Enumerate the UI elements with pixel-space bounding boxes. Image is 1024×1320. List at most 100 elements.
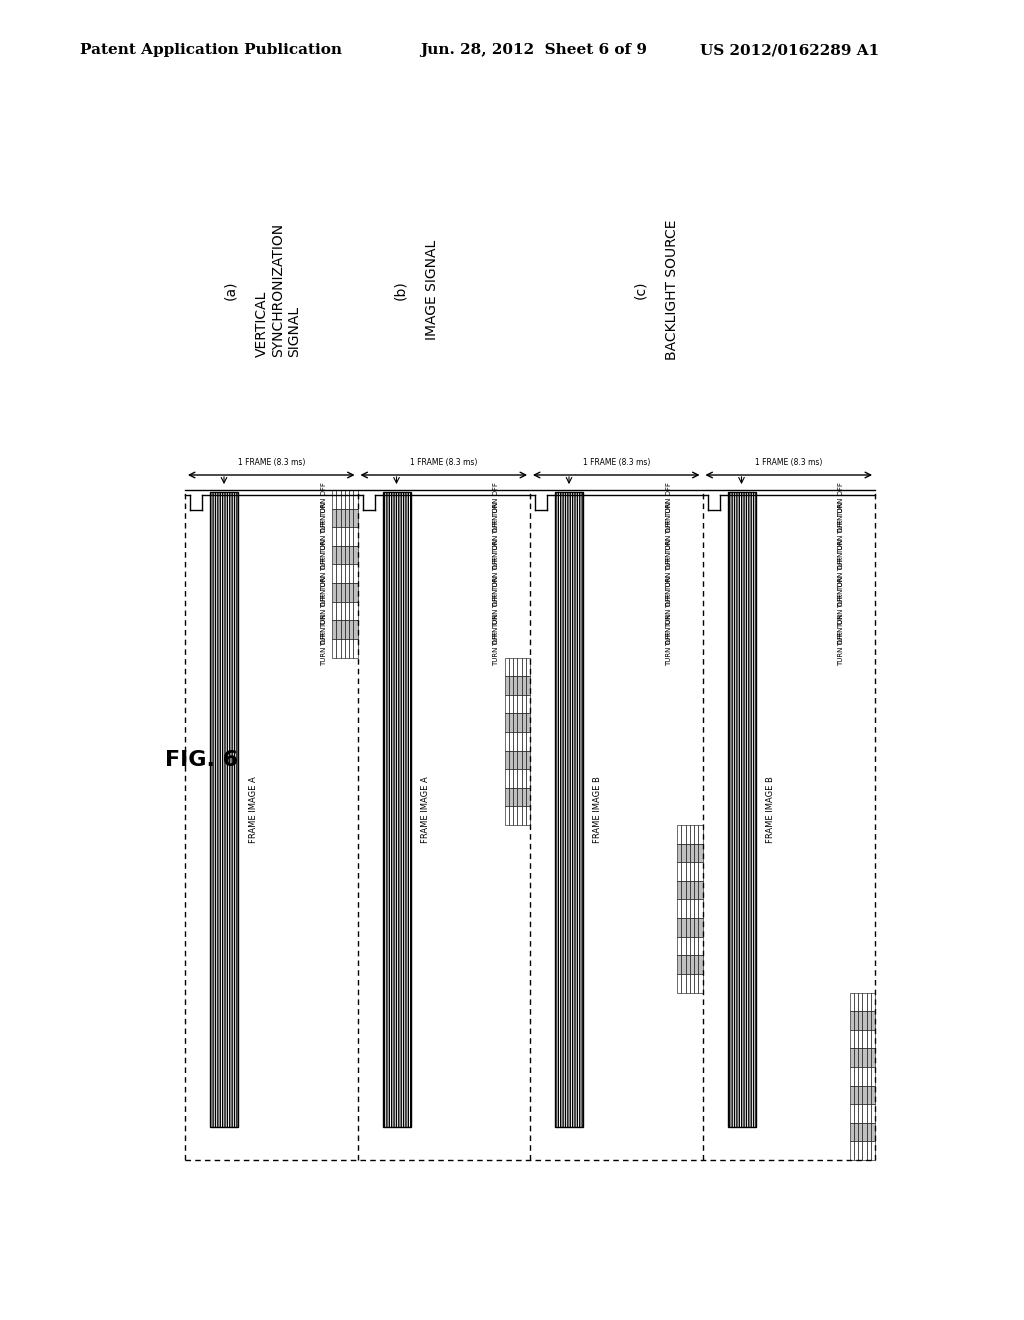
Text: TURN OFF: TURN OFF bbox=[666, 594, 672, 628]
Bar bbox=[509, 733, 513, 751]
Bar bbox=[521, 807, 525, 825]
Bar bbox=[517, 807, 521, 825]
Bar bbox=[862, 1085, 866, 1104]
Bar bbox=[513, 657, 517, 676]
Text: TURN OFF: TURN OFF bbox=[839, 556, 845, 591]
Bar bbox=[513, 713, 517, 733]
Text: TURN ON: TURN ON bbox=[839, 502, 845, 535]
Bar bbox=[870, 993, 874, 1011]
Bar bbox=[555, 492, 583, 1126]
Bar bbox=[349, 583, 353, 602]
Bar bbox=[870, 1048, 874, 1067]
Bar bbox=[694, 937, 698, 956]
Bar bbox=[694, 956, 698, 974]
Bar bbox=[505, 788, 509, 807]
Text: TURN ON: TURN ON bbox=[666, 577, 672, 609]
Bar bbox=[525, 676, 530, 694]
Bar bbox=[336, 565, 341, 583]
Bar bbox=[505, 733, 509, 751]
Text: Patent Application Publication: Patent Application Publication bbox=[80, 44, 342, 57]
Bar bbox=[681, 862, 685, 880]
Bar bbox=[685, 862, 690, 880]
Bar bbox=[858, 1123, 862, 1142]
Bar bbox=[858, 1030, 862, 1048]
Text: TURN ON: TURN ON bbox=[839, 577, 845, 609]
Bar bbox=[677, 937, 681, 956]
Bar bbox=[336, 602, 341, 620]
Text: VERTICAL
SYNCHRONIZATION
SIGNAL: VERTICAL SYNCHRONIZATION SIGNAL bbox=[255, 223, 301, 358]
Bar bbox=[509, 694, 513, 713]
Bar bbox=[513, 807, 517, 825]
Bar bbox=[681, 974, 685, 993]
Text: TURN ON: TURN ON bbox=[321, 577, 327, 609]
Text: TURN OFF: TURN OFF bbox=[666, 631, 672, 665]
Text: US 2012/0162289 A1: US 2012/0162289 A1 bbox=[700, 44, 880, 57]
Bar bbox=[353, 639, 357, 657]
Bar bbox=[332, 639, 336, 657]
Bar bbox=[353, 602, 357, 620]
Bar bbox=[341, 620, 345, 639]
Bar bbox=[862, 993, 866, 1011]
Bar bbox=[341, 565, 345, 583]
Bar bbox=[698, 880, 702, 899]
Bar bbox=[698, 917, 702, 937]
Bar bbox=[505, 713, 509, 733]
Bar bbox=[685, 974, 690, 993]
Bar bbox=[505, 676, 509, 694]
Bar bbox=[509, 770, 513, 788]
Bar bbox=[509, 751, 513, 770]
Bar bbox=[345, 490, 349, 508]
Bar bbox=[336, 639, 341, 657]
Text: TURN OFF: TURN OFF bbox=[839, 482, 845, 517]
Bar bbox=[513, 733, 517, 751]
Bar bbox=[866, 1142, 870, 1160]
Bar bbox=[690, 974, 694, 993]
Bar bbox=[858, 1104, 862, 1123]
Bar bbox=[345, 565, 349, 583]
Text: 1 FRAME (8.3 ms): 1 FRAME (8.3 ms) bbox=[238, 458, 305, 467]
Bar bbox=[862, 1104, 866, 1123]
Bar bbox=[850, 1011, 854, 1030]
Bar bbox=[513, 676, 517, 694]
Text: FRAME IMAGE A: FRAME IMAGE A bbox=[421, 776, 430, 842]
Text: FRAME IMAGE A: FRAME IMAGE A bbox=[249, 776, 257, 842]
Bar bbox=[870, 1123, 874, 1142]
Bar bbox=[345, 639, 349, 657]
Bar bbox=[509, 788, 513, 807]
Bar bbox=[677, 880, 681, 899]
Bar bbox=[677, 899, 681, 917]
Bar bbox=[858, 1142, 862, 1160]
Bar bbox=[677, 862, 681, 880]
Text: TURN ON: TURN ON bbox=[839, 614, 845, 645]
Bar bbox=[505, 751, 509, 770]
Bar bbox=[517, 770, 521, 788]
Bar bbox=[854, 1142, 858, 1160]
Bar bbox=[681, 917, 685, 937]
Bar bbox=[677, 825, 681, 843]
Bar bbox=[521, 676, 525, 694]
Bar bbox=[525, 657, 530, 676]
Bar bbox=[850, 1067, 854, 1085]
Bar bbox=[513, 751, 517, 770]
Bar bbox=[336, 490, 341, 508]
Bar bbox=[698, 843, 702, 862]
Bar bbox=[505, 694, 509, 713]
Bar bbox=[332, 546, 336, 565]
Bar bbox=[870, 1011, 874, 1030]
Bar bbox=[858, 1048, 862, 1067]
Bar bbox=[690, 862, 694, 880]
Bar bbox=[517, 751, 521, 770]
Bar bbox=[517, 676, 521, 694]
Bar bbox=[210, 492, 238, 1126]
Bar bbox=[690, 843, 694, 862]
Bar bbox=[345, 527, 349, 546]
Bar bbox=[698, 974, 702, 993]
Bar bbox=[349, 602, 353, 620]
Bar bbox=[332, 527, 336, 546]
Text: TURN ON: TURN ON bbox=[666, 614, 672, 645]
Bar bbox=[517, 788, 521, 807]
Bar bbox=[858, 1011, 862, 1030]
Bar bbox=[353, 527, 357, 546]
Bar bbox=[349, 565, 353, 583]
Bar bbox=[854, 1030, 858, 1048]
